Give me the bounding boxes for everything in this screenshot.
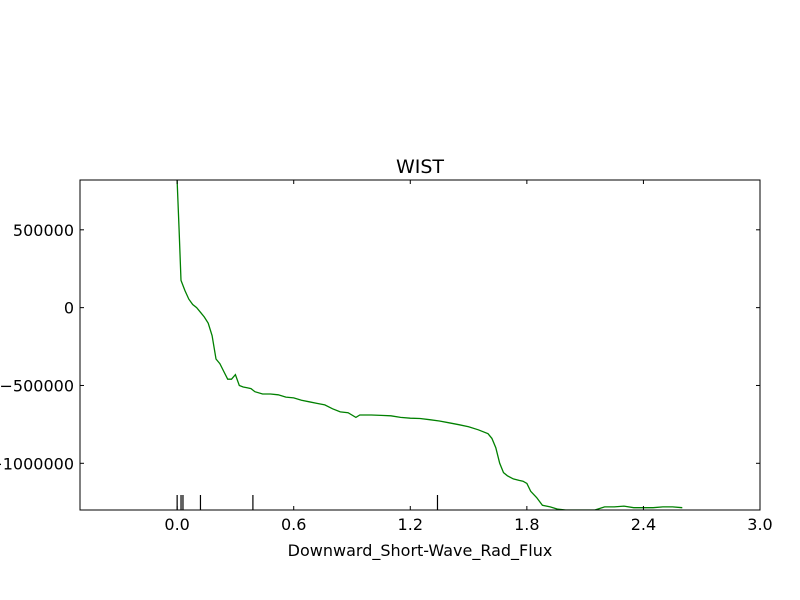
series-line-0 xyxy=(176,180,683,510)
x-axis-label: Downward_Short-Wave_Rad_Flux xyxy=(288,541,553,561)
y-tick-label: 500000 xyxy=(13,221,74,240)
x-tick-label: 3.0 xyxy=(747,515,772,534)
x-tick-label: 0.6 xyxy=(281,515,306,534)
plot-frame xyxy=(79,179,761,511)
y-tick-label: −1000000 xyxy=(0,454,74,473)
x-tick-label: 0.0 xyxy=(164,515,189,534)
y-tick-label: 0 xyxy=(64,299,74,318)
plot-area xyxy=(176,180,683,510)
x-tick-label: 1.2 xyxy=(398,515,423,534)
x-tick-label: 1.8 xyxy=(514,515,539,534)
ticks: 0.0 0.6 1.2 1.8 2.4 3.0 500000 0 −500000 −1000000 xyxy=(0,180,773,534)
x-tick-label: 2.4 xyxy=(631,515,656,534)
chart-title: WIST xyxy=(396,156,444,178)
y-tick-label: −500000 xyxy=(0,376,74,395)
